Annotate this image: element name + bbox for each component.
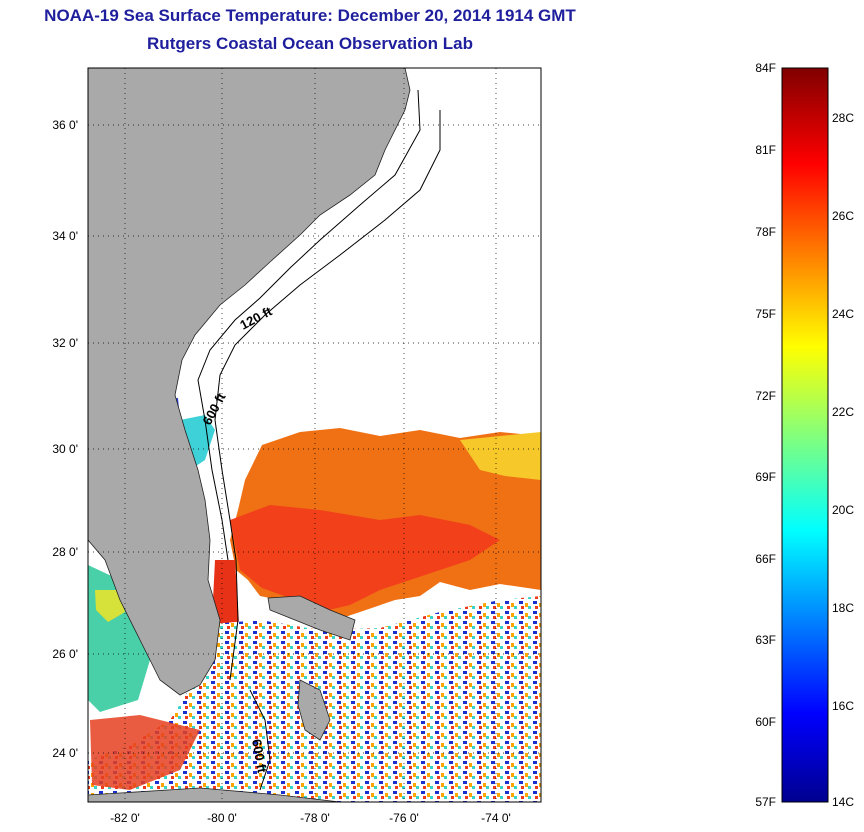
contour-600ft-south bbox=[249, 689, 271, 791]
colorbar-celsius-labels: 28C 26C 24C 22C 20C 18C 16C 14C bbox=[832, 111, 854, 809]
land-andros bbox=[297, 679, 331, 741]
colorbar-c-label: 28C bbox=[832, 111, 854, 125]
map-border bbox=[87, 67, 542, 803]
map-title: NOAA-19 Sea Surface Temperature: Decembe… bbox=[44, 6, 576, 25]
colorbar-f-label: 60F bbox=[755, 715, 776, 729]
map-subtitle: Rutgers Coastal Ocean Observation Lab bbox=[147, 34, 473, 53]
colorbar-f-label: 81F bbox=[755, 143, 776, 157]
colorbar-c-label: 16C bbox=[832, 699, 854, 713]
lat-label: 24 0' bbox=[52, 746, 78, 760]
contour-label-600ft-south: 600 ft bbox=[249, 738, 270, 775]
colorbar-f-label: 66F bbox=[755, 552, 776, 566]
colorbar-f-label: 63F bbox=[755, 633, 776, 647]
land-bahamas bbox=[267, 595, 356, 641]
latitude-axis: 36 0' 34 0' 32 0' 30 0' 28 0' 26 0' 24 0… bbox=[52, 118, 78, 760]
land-mass bbox=[88, 68, 411, 696]
lat-label: 32 0' bbox=[52, 336, 78, 350]
lon-label: -76 0' bbox=[389, 811, 419, 825]
longitude-axis: -82 0' -80 0' -78 0' -76 0' -74 0' bbox=[110, 811, 511, 825]
gridlines bbox=[88, 68, 541, 802]
colorbar-f-label: 57F bbox=[755, 795, 776, 809]
colorbar bbox=[781, 67, 829, 803]
sst-yellow-patch bbox=[460, 432, 541, 480]
colorbar-c-label: 22C bbox=[832, 405, 854, 419]
colorbar-f-label: 75F bbox=[755, 307, 776, 321]
colorbar-c-label: 20C bbox=[832, 503, 854, 517]
colorbar-c-label: 18C bbox=[832, 601, 854, 615]
contour-600ft bbox=[214, 110, 441, 681]
lat-label: 30 0' bbox=[52, 442, 78, 456]
colorbar-f-label: 69F bbox=[755, 470, 776, 484]
colorbar-c-label: 14C bbox=[832, 795, 854, 809]
colorbar-fahrenheit-labels: 84F 81F 78F 75F 72F 69F 66F 63F 60F 57F bbox=[755, 61, 776, 809]
lon-label: -82 0' bbox=[110, 811, 140, 825]
lat-label: 34 0' bbox=[52, 229, 78, 243]
colorbar-f-label: 72F bbox=[755, 389, 776, 403]
sst-hot-core bbox=[230, 505, 500, 612]
sst-red-south bbox=[90, 715, 200, 790]
colorbar-c-label: 26C bbox=[832, 209, 854, 223]
lat-label: 26 0' bbox=[52, 647, 78, 661]
lat-label: 36 0' bbox=[52, 118, 78, 132]
lon-label: -78 0' bbox=[300, 811, 330, 825]
colorbar-c-label: 24C bbox=[832, 307, 854, 321]
contour-120ft bbox=[197, 89, 421, 561]
land-cuba bbox=[88, 787, 341, 802]
colorbar-f-label: 78F bbox=[755, 225, 776, 239]
lon-label: -80 0' bbox=[207, 811, 237, 825]
lon-label: -74 0' bbox=[481, 811, 511, 825]
colorbar-f-label: 84F bbox=[755, 61, 776, 75]
lat-label: 28 0' bbox=[52, 545, 78, 559]
sst-gulf-yellow bbox=[95, 590, 125, 622]
